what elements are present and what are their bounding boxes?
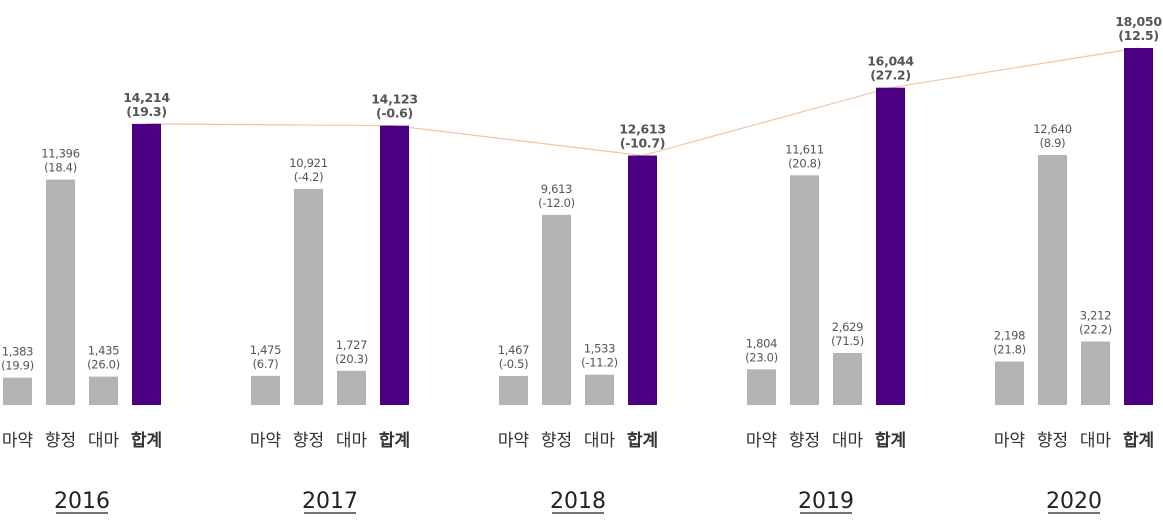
change-label: (20.8) — [788, 156, 821, 170]
category-label: 대마 — [1080, 431, 1112, 451]
value-label: 1,467 — [498, 343, 529, 357]
category-label: 향정 — [541, 431, 572, 451]
category-label: 대마 — [584, 431, 616, 451]
bar-0 — [995, 361, 1024, 405]
change-label: (27.2) — [870, 68, 910, 83]
bar-1 — [790, 175, 819, 405]
total-bar — [628, 155, 657, 405]
change-label: (-10.7) — [620, 136, 665, 151]
change-label: (19.9) — [1, 359, 34, 373]
change-label: (-11.2) — [581, 356, 618, 370]
change-label: (-4.2) — [294, 170, 324, 184]
bar-1 — [46, 179, 75, 405]
change-label: (18.4) — [44, 161, 77, 175]
bar-2 — [585, 374, 614, 405]
value-label: 1,383 — [2, 345, 33, 359]
value-label: 12,613 — [619, 122, 665, 137]
category-label: 향정 — [293, 431, 324, 451]
value-label: 11,611 — [785, 142, 823, 156]
bar-0 — [499, 375, 528, 405]
year-label: 2020 — [1046, 489, 1102, 514]
bar-1 — [542, 214, 571, 405]
bar-1 — [294, 189, 323, 405]
value-label: 1,804 — [746, 336, 777, 350]
change-label: (22.2) — [1079, 322, 1112, 336]
category-label: 향정 — [1037, 431, 1068, 451]
value-label: 10,921 — [289, 156, 327, 170]
category-label: 마약 — [250, 431, 281, 451]
category-label: 대마 — [336, 431, 368, 451]
category-label: 합계 — [627, 430, 658, 451]
category-label: 대마 — [832, 431, 864, 451]
value-label: 16,044 — [867, 54, 914, 69]
bar-1 — [1038, 155, 1067, 405]
category-label: 대마 — [88, 431, 120, 451]
category-label: 마약 — [994, 431, 1025, 451]
value-label: 14,123 — [371, 92, 417, 107]
category-label: 합계 — [131, 430, 162, 451]
bar-2 — [1081, 341, 1110, 405]
value-label: 12,640 — [1033, 122, 1071, 136]
value-label: 1,475 — [250, 343, 281, 357]
category-label: 합계 — [1123, 430, 1154, 451]
category-label: 마약 — [2, 431, 33, 451]
change-label: (23.0) — [745, 350, 778, 364]
category-label: 합계 — [875, 430, 906, 451]
change-label: (19.3) — [126, 104, 166, 119]
change-label: (-12.0) — [538, 196, 575, 210]
change-label: (12.5) — [1118, 28, 1158, 43]
change-label: (20.3) — [335, 352, 368, 366]
category-label: 마약 — [746, 431, 777, 451]
category-label: 마약 — [498, 431, 529, 451]
bar-2 — [337, 370, 366, 405]
year-label: 2016 — [54, 489, 110, 514]
category-label: 향정 — [789, 431, 820, 451]
year-label: 2018 — [550, 489, 606, 514]
bar-0 — [747, 369, 776, 405]
change-label: (21.8) — [993, 343, 1026, 357]
change-label: (26.0) — [87, 358, 120, 372]
change-label: (71.5) — [831, 334, 864, 348]
total-bar — [132, 123, 161, 405]
value-label: 3,212 — [1080, 308, 1111, 322]
change-label: (-0.6) — [376, 106, 413, 121]
total-bar — [1124, 48, 1153, 405]
value-label: 2,629 — [832, 320, 863, 334]
bar-2 — [89, 376, 118, 405]
year-label: 2017 — [302, 489, 358, 514]
value-label: 2,198 — [994, 329, 1025, 343]
total-bar — [380, 125, 409, 406]
value-label: 1,727 — [336, 338, 367, 352]
value-label: 1,435 — [88, 344, 119, 358]
year-label: 2019 — [798, 489, 854, 514]
value-label: 18,050 — [1115, 14, 1162, 29]
change-label: (6.7) — [253, 357, 279, 371]
value-label: 9,613 — [541, 182, 572, 196]
bar-2 — [833, 353, 862, 405]
total-bar — [876, 87, 905, 406]
value-label: 14,214 — [123, 90, 170, 105]
change-label: (8.9) — [1040, 136, 1066, 150]
value-label: 11,396 — [41, 147, 79, 161]
bar-0 — [251, 375, 280, 405]
category-label: 합계 — [379, 430, 410, 451]
bar-0 — [3, 377, 32, 405]
change-label: (-0.5) — [499, 357, 529, 371]
category-label: 향정 — [45, 431, 76, 451]
value-label: 1,533 — [584, 342, 615, 356]
